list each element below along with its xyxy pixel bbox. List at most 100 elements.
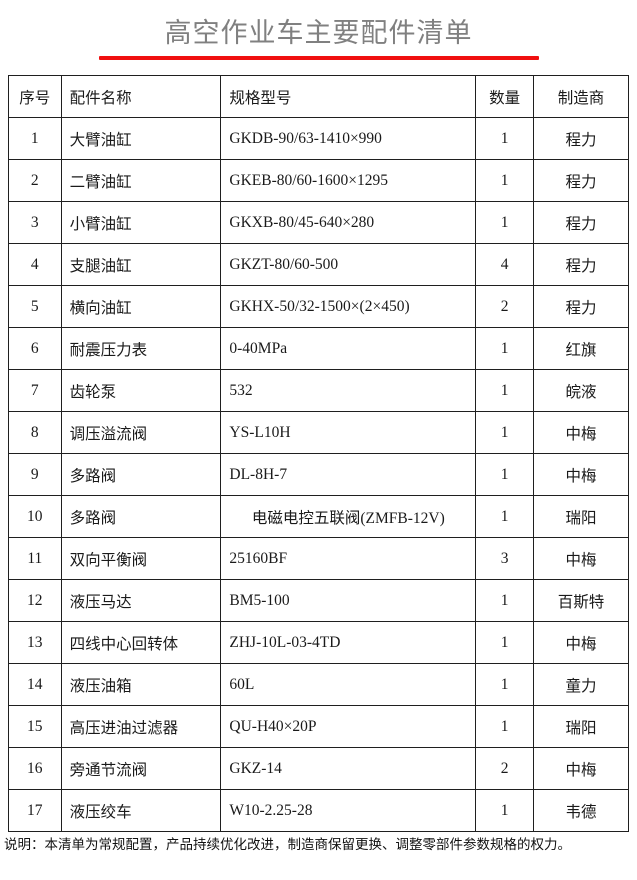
cell-spec-model: GKHX-50/32-1500×(2×450): [220, 285, 477, 328]
cell-index: 10: [8, 495, 62, 538]
cell-index: 17: [8, 789, 62, 832]
table-row: 5 横向油缸 GKHX-50/32-1500×(2×450) 2 程力: [8, 285, 630, 328]
cell-index: 8: [8, 411, 62, 454]
cell-quantity: 1: [475, 327, 534, 370]
cell-index: 6: [8, 327, 62, 370]
cell-index: 13: [8, 621, 62, 664]
cell-part-name: 液压油箱: [60, 663, 222, 706]
cell-manufacturer: 瑞阳: [532, 495, 630, 538]
cell-part-name: 小臂油缸: [60, 201, 222, 244]
cell-spec-model: GKEB-80/60-1600×1295: [220, 159, 477, 202]
table-row: 12 液压马达 BM5-100 1 百斯特: [8, 579, 630, 622]
cell-spec-model: 25160BF: [220, 537, 477, 580]
cell-part-name: 大臂油缸: [60, 117, 222, 160]
cell-quantity: 1: [475, 117, 534, 160]
cell-manufacturer: 童力: [532, 663, 630, 706]
cell-part-name: 耐震压力表: [60, 327, 222, 370]
column-header-spec: 规格型号: [220, 75, 477, 118]
cell-quantity: 1: [475, 411, 534, 454]
cell-spec-model: QU-H40×20P: [220, 705, 477, 748]
cell-index: 15: [8, 705, 62, 748]
cell-part-name: 齿轮泵: [60, 369, 222, 412]
column-header-qty: 数量: [475, 75, 534, 118]
table-row: 9 多路阀 DL-8H-7 1 中梅: [8, 453, 630, 496]
column-header-index: 序号: [8, 75, 62, 118]
cell-part-name: 四线中心回转体: [60, 621, 222, 664]
cell-quantity: 4: [475, 243, 534, 286]
table-row: 13 四线中心回转体 ZHJ-10L-03-4TD 1 中梅: [8, 621, 630, 664]
cell-part-name: 多路阀: [60, 495, 222, 538]
parts-table: 序号 配件名称 规格型号 数量 制造商 1 大臂油缸 GKDB-90/63-1410…: [8, 75, 630, 832]
cell-spec-model: DL-8H-7: [220, 453, 477, 496]
cell-quantity: 1: [475, 201, 534, 244]
table-row: 3 小臂油缸 GKXB-80/45-640×280 1 程力: [8, 201, 630, 244]
cell-spec-model: BM5-100: [220, 579, 477, 622]
cell-manufacturer: 中梅: [532, 621, 630, 664]
cell-manufacturer: 中梅: [532, 537, 630, 580]
table-row: 8 调压溢流阀 YS-L10H 1 中梅: [8, 411, 630, 454]
cell-spec-model: 电磁电控五联阀(ZMFB-12V): [220, 495, 477, 538]
cell-quantity: 1: [475, 663, 534, 706]
cell-part-name: 旁通节流阀: [60, 747, 222, 790]
cell-spec-model: GKZT-80/60-500: [220, 243, 477, 286]
cell-quantity: 1: [475, 621, 534, 664]
cell-index: 4: [8, 243, 62, 286]
cell-index: 3: [8, 201, 62, 244]
table-row: 15 高压进油过滤器 QU-H40×20P 1 瑞阳: [8, 705, 630, 748]
cell-spec-model: GKZ-14: [220, 747, 477, 790]
cell-part-name: 支腿油缸: [60, 243, 222, 286]
cell-spec-model: GKXB-80/45-640×280: [220, 201, 477, 244]
cell-manufacturer: 程力: [532, 117, 630, 160]
title-rule-wrapper: [0, 56, 637, 60]
cell-manufacturer: 中梅: [532, 411, 630, 454]
cell-manufacturer: 红旗: [532, 327, 630, 370]
cell-spec-model: ZHJ-10L-03-4TD: [220, 621, 477, 664]
cell-spec-model: YS-L10H: [220, 411, 477, 454]
title-block: 高空作业车主要配件清单: [0, 0, 637, 60]
cell-index: 11: [8, 537, 62, 580]
cell-manufacturer: 程力: [532, 243, 630, 286]
page-title: 高空作业车主要配件清单: [164, 18, 473, 48]
table-header: 序号 配件名称 规格型号 数量 制造商: [8, 75, 630, 118]
cell-index: 2: [8, 159, 62, 202]
cell-manufacturer: 中梅: [532, 453, 630, 496]
cell-quantity: 1: [475, 495, 534, 538]
table-row: 7 齿轮泵 532 1 皖液: [8, 369, 630, 412]
table-row: 10 多路阀 电磁电控五联阀(ZMFB-12V) 1 瑞阳: [8, 495, 630, 538]
cell-index: 1: [8, 117, 62, 160]
cell-manufacturer: 皖液: [532, 369, 630, 412]
cell-index: 14: [8, 663, 62, 706]
table-row: 2 二臂油缸 GKEB-80/60-1600×1295 1 程力: [8, 159, 630, 202]
table-row: 6 耐震压力表 0-40MPa 1 红旗: [8, 327, 630, 370]
cell-quantity: 1: [475, 705, 534, 748]
cell-spec-model: 532: [220, 369, 477, 412]
cell-manufacturer: 程力: [532, 159, 630, 202]
cell-index: 9: [8, 453, 62, 496]
table-header-row: 序号 配件名称 规格型号 数量 制造商: [8, 75, 630, 118]
cell-part-name: 多路阀: [60, 453, 222, 496]
cell-quantity: 1: [475, 369, 534, 412]
cell-index: 12: [8, 579, 62, 622]
cell-manufacturer: 百斯特: [532, 579, 630, 622]
table-row: 14 液压油箱 60L 1 童力: [8, 663, 630, 706]
table-row: 4 支腿油缸 GKZT-80/60-500 4 程力: [8, 243, 630, 286]
table-row: 17 液压绞车 W10-2.25-28 1 韦德: [8, 789, 630, 832]
cell-part-name: 双向平衡阀: [60, 537, 222, 580]
cell-quantity: 1: [475, 789, 534, 832]
cell-part-name: 二臂油缸: [60, 159, 222, 202]
column-header-name: 配件名称: [60, 75, 222, 118]
cell-spec-model: W10-2.25-28: [220, 789, 477, 832]
cell-quantity: 1: [475, 579, 534, 622]
cell-index: 16: [8, 747, 62, 790]
cell-manufacturer: 瑞阳: [532, 705, 630, 748]
cell-manufacturer: 程力: [532, 285, 630, 328]
cell-manufacturer: 韦德: [532, 789, 630, 832]
cell-quantity: 2: [475, 285, 534, 328]
footer-note: 说明：本清单为常规配置，产品持续优化改进，制造商保留更换、调整零部件参数规格的权…: [4, 837, 571, 852]
cell-spec-model: GKDB-90/63-1410×990: [220, 117, 477, 160]
cell-part-name: 液压马达: [60, 579, 222, 622]
cell-part-name: 横向油缸: [60, 285, 222, 328]
table-row: 11 双向平衡阀 25160BF 3 中梅: [8, 537, 630, 580]
cell-part-name: 液压绞车: [60, 789, 222, 832]
cell-manufacturer: 程力: [532, 201, 630, 244]
